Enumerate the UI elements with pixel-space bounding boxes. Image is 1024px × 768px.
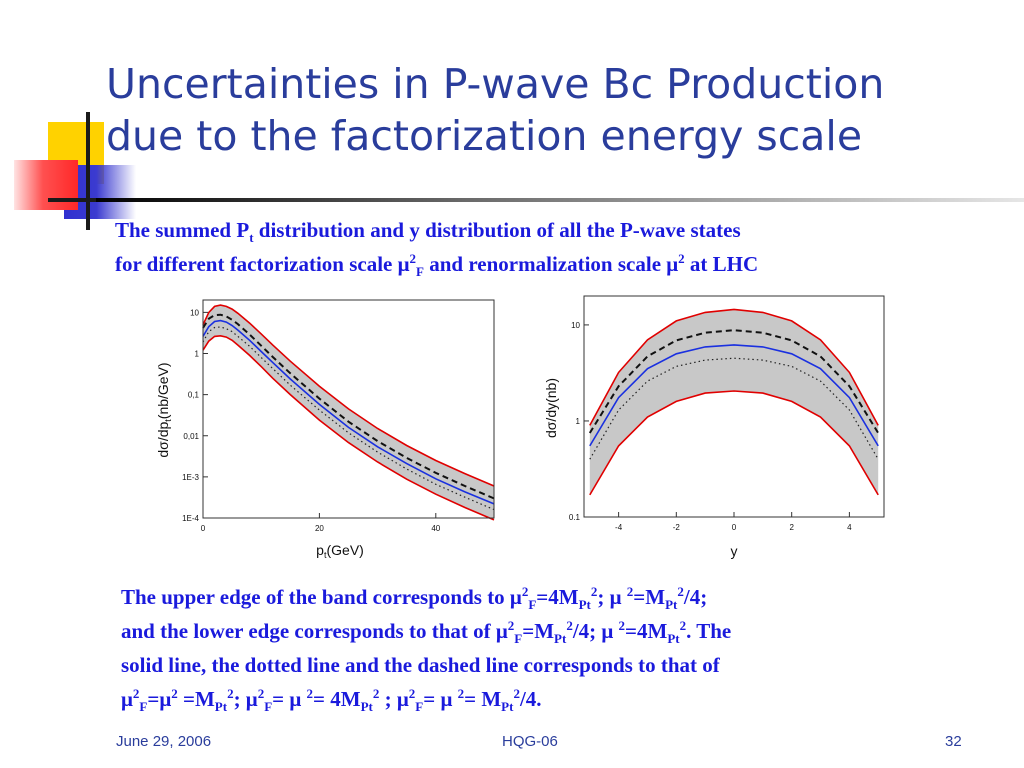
x-tick-label: 40 (431, 524, 440, 533)
y-tick-label: 1E-4 (182, 514, 199, 523)
plot-frame (202, 299, 495, 519)
solid-curve (202, 319, 495, 505)
deco-horizontal-line (48, 198, 98, 202)
figure-description: The summed Pt distribution and y distrib… (115, 213, 758, 281)
y-tick-label: 0,1 (188, 391, 200, 400)
y-tick-label: 0,01 (183, 432, 199, 441)
dotted-curve (589, 357, 879, 460)
band-upper-edge (202, 304, 495, 487)
x-tick-label: 4 (847, 523, 852, 532)
band-lower-edge (202, 334, 495, 521)
caption-line-3: solid line, the dotted line and the dash… (121, 653, 720, 677)
y-tick-label: 1E-3 (182, 473, 199, 482)
x-tick-label: 0 (201, 524, 206, 533)
band-upper-edge (589, 308, 879, 426)
x-tick-label: 20 (315, 524, 324, 533)
x-tick-label: 2 (789, 523, 794, 532)
band-explanation: The upper edge of the band corresponds t… (121, 580, 731, 716)
y-axis-label: dσ/dy(nb) (543, 378, 559, 438)
description-line-1: The summed Pt distribution and y distrib… (115, 218, 741, 246)
y-tick-label: 10 (571, 321, 580, 330)
slide-title: Uncertainties in P-wave Bc Production du… (106, 58, 1006, 162)
caption-line-1: The upper edge of the band corresponds t… (121, 584, 708, 613)
dotted-curve (202, 326, 495, 511)
x-axis-label: pt(GeV) (316, 542, 364, 560)
y-tick-label: 1 (576, 417, 581, 426)
rapidity-distribution-chart: 10 1 0.1 -4 -2 0 2 4 y dσ/dy(nb) (543, 295, 885, 559)
footer-date: June 29, 2006 (116, 733, 212, 750)
y-tick-label: 1 (195, 350, 200, 359)
y-tick-label: 0.1 (569, 513, 581, 522)
solid-curve (589, 344, 879, 447)
pt-distribution-chart: 10 1 0,1 0,01 1E-3 1E-40 20 40 pt(GeV) dσ/dpt(n… (155, 299, 495, 560)
caption-line-4: μ2F=μ2 =MPt2; μ2F= μ 2= 4MPt2 ; μ2F= μ 2… (121, 686, 542, 715)
title-line-2: due to the factorization energy scale (106, 112, 863, 160)
title-line-1: Uncertainties in P-wave Bc Production (106, 60, 885, 108)
title-rule (96, 198, 1024, 202)
y-tick-label: 10 (190, 308, 199, 317)
x-tick-label: -2 (673, 523, 681, 532)
x-tick-label: -4 (615, 523, 623, 532)
uncertainty-band (589, 309, 879, 495)
deco-vertical-line (86, 112, 90, 230)
x-tick-label: 0 (732, 523, 737, 532)
dashed-curve (588, 329, 880, 434)
caption-line-2: and the lower edge corresponds to that o… (121, 618, 732, 647)
band-lower-edge (589, 390, 879, 496)
dashed-curve (202, 313, 495, 500)
y-axis-label: dσ/dpt(nb/GeV) (155, 362, 173, 457)
footer-event: HQG-06 (502, 733, 558, 750)
x-axis-label: y (731, 543, 738, 559)
description-line-2: for different factorization scale μ2F an… (115, 251, 759, 280)
footer-page-number: 32 (945, 733, 962, 750)
deco-red-square (14, 160, 78, 210)
